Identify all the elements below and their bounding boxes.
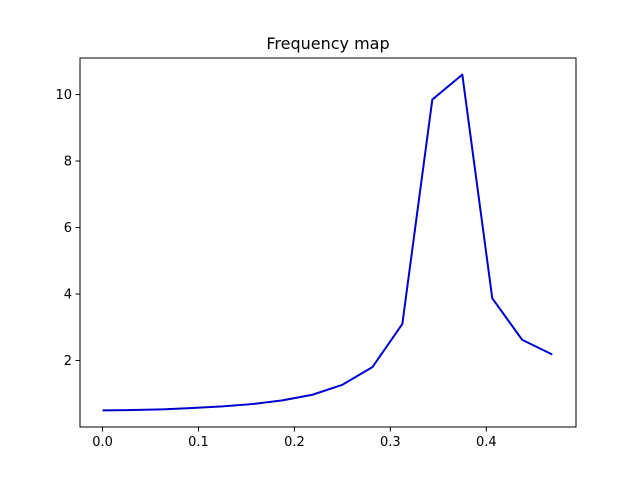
x-tick-label: 0.4 — [476, 435, 497, 450]
x-tick-label: 0.3 — [380, 435, 401, 450]
y-tick-label: 8 — [64, 155, 72, 170]
chart-title: Frequency map — [266, 34, 389, 53]
plot-area: 0.0 0.1 0.2 0.3 0.4 2 4 6 8 10 — [55, 57, 577, 450]
y-tick-label: 2 — [64, 354, 72, 369]
y-tick-label: 4 — [64, 288, 72, 303]
x-tick-label: 0.2 — [284, 435, 305, 450]
x-tick-label: 0.1 — [188, 435, 209, 450]
series-line-0 — [102, 73, 553, 412]
x-tick-label: 0.0 — [92, 435, 113, 450]
y-tick-label: 6 — [64, 221, 72, 236]
axes-frame — [79, 57, 577, 428]
y-tick-label: 10 — [55, 88, 72, 103]
